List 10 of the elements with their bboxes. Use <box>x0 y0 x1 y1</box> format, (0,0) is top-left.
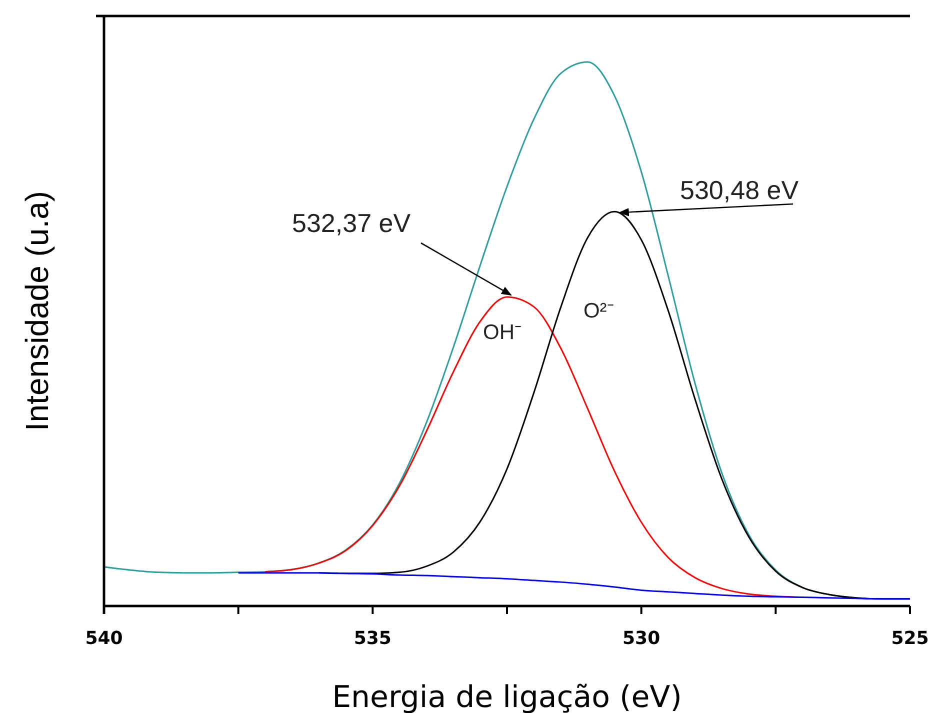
x-tick-label: 525 <box>891 628 929 649</box>
series-label: OH⁻ <box>483 321 522 344</box>
x-tick-label: 535 <box>354 628 392 649</box>
annotation: 532,37 eV <box>292 208 412 238</box>
series-label: O²⁻ <box>583 300 614 323</box>
x-axis-title: Energia de ligação (eV) <box>332 680 682 713</box>
annotation: 530,48 eV <box>680 175 800 205</box>
x-tick-label: 540 <box>85 628 123 649</box>
y-axis-title: Intensidade (u.a) <box>19 190 55 432</box>
x-tick-label: 530 <box>622 628 660 649</box>
